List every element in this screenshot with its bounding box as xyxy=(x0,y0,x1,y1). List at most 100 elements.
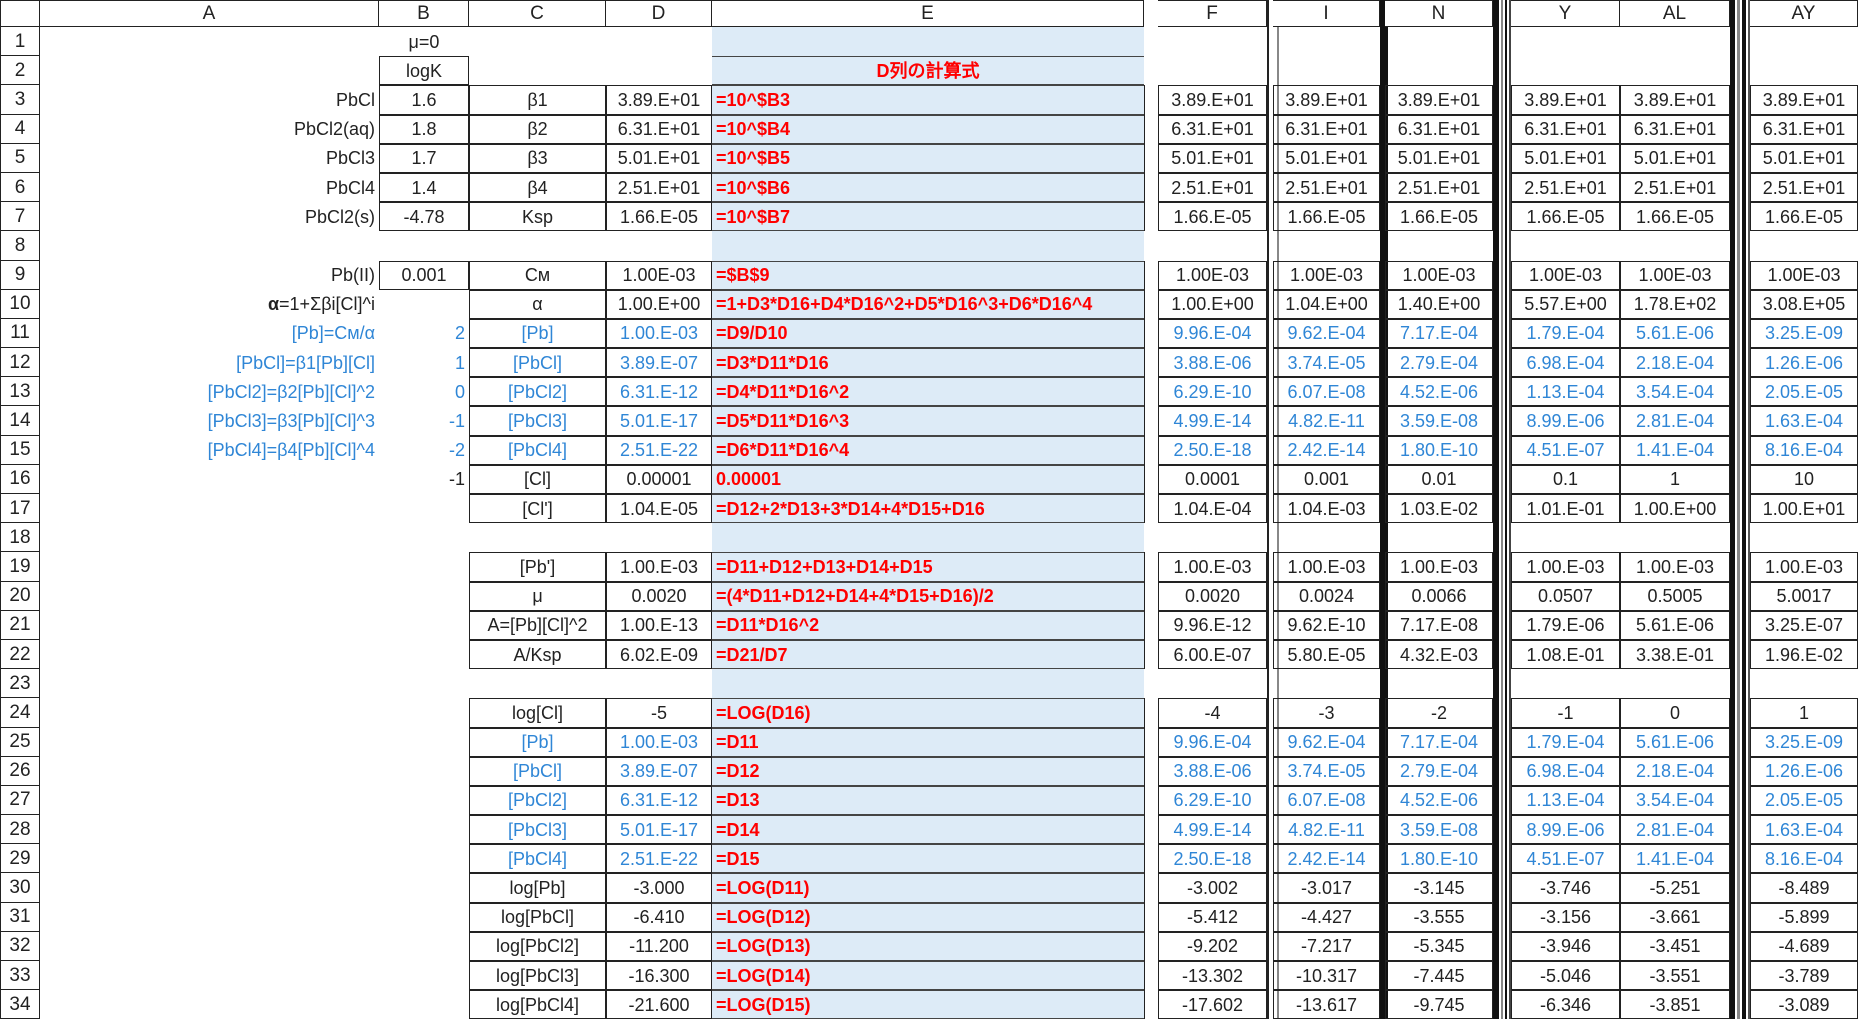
row-header-19[interactable]: 19 xyxy=(0,552,40,582)
cell-AY9[interactable]: 1.00E-03 xyxy=(1750,260,1858,290)
row-header-8[interactable]: 8 xyxy=(0,231,40,261)
cell-F15[interactable]: 2.50.E-18 xyxy=(1158,435,1267,465)
cell-N20[interactable]: 0.0066 xyxy=(1385,581,1493,611)
cell-AL22[interactable]: 3.38.E-01 xyxy=(1620,639,1730,670)
cell-N11[interactable]: 7.17.E-04 xyxy=(1385,318,1493,349)
cell-C14[interactable]: [PbCl3] xyxy=(469,406,606,436)
cell-AY27[interactable]: 2.05.E-05 xyxy=(1750,785,1858,816)
cell-A6[interactable]: PbCl4 xyxy=(325,177,375,198)
cell-E7[interactable]: =10^$B7 xyxy=(712,202,1144,232)
cell-F21[interactable]: 9.96.E-12 xyxy=(1158,610,1267,640)
hidden-columns-divider[interactable] xyxy=(1380,0,1388,27)
cell-B5[interactable]: 1.7 xyxy=(379,143,469,173)
cell-I1[interactable] xyxy=(1273,27,1380,56)
cell-I12[interactable]: 3.74.E-05 xyxy=(1273,348,1380,378)
hidden-columns-divider[interactable] xyxy=(1380,844,1388,874)
cell-C26[interactable]: [PbCl] xyxy=(469,756,606,786)
cell-AL4[interactable]: 6.31.E+01 xyxy=(1620,114,1730,144)
hidden-columns-divider[interactable] xyxy=(1493,348,1511,378)
cell-AL27[interactable]: 3.54.E-04 xyxy=(1620,785,1730,816)
hidden-columns-divider[interactable] xyxy=(1730,85,1750,115)
cell-I9[interactable]: 1.00E-03 xyxy=(1273,260,1380,290)
cell-A27[interactable] xyxy=(40,786,379,815)
cell-D33[interactable]: -16.300 xyxy=(606,961,712,991)
hidden-columns-divider[interactable] xyxy=(1380,27,1388,57)
cell-AL10[interactable]: 1.78.E+02 xyxy=(1620,289,1730,319)
cell-N26[interactable]: 2.79.E-04 xyxy=(1385,756,1493,786)
cell-N2[interactable] xyxy=(1385,56,1493,85)
cell-AY10[interactable]: 3.08.E+05 xyxy=(1750,289,1858,319)
hidden-columns-divider[interactable] xyxy=(1493,27,1511,57)
cell-C2[interactable] xyxy=(469,56,606,85)
cell-A19[interactable] xyxy=(40,552,379,581)
cell-Y33[interactable]: -5.046 xyxy=(1511,961,1620,991)
cell-E6[interactable]: =10^$B6 xyxy=(712,172,1144,203)
cell-A12[interactable]: [PbCl]=β1[Pb][Cl] xyxy=(236,352,375,373)
cell-Y29[interactable]: 4.51.E-07 xyxy=(1511,844,1620,874)
hidden-columns-divider[interactable] xyxy=(1267,727,1279,757)
cell-C10[interactable]: α xyxy=(469,289,606,319)
cell-AY3[interactable]: 3.89.E+01 xyxy=(1750,85,1858,115)
cell-AY14[interactable]: 1.63.E-04 xyxy=(1750,406,1858,436)
hidden-columns-divider[interactable] xyxy=(1267,815,1279,845)
cell-A33[interactable] xyxy=(40,961,379,990)
cell-AL20[interactable]: 0.5005 xyxy=(1620,581,1730,611)
hidden-columns-divider[interactable] xyxy=(1730,961,1750,991)
row-header-9[interactable]: 9 xyxy=(0,260,40,290)
hidden-columns-divider[interactable] xyxy=(1493,56,1511,86)
cell-E3[interactable]: =10^$B3 xyxy=(712,85,1144,115)
cell-A11[interactable]: [Pb]=Cм/α xyxy=(291,323,375,344)
row-header-31[interactable]: 31 xyxy=(0,902,40,932)
cell-E18[interactable] xyxy=(712,523,1144,553)
hidden-columns-divider[interactable] xyxy=(1380,961,1388,991)
hidden-columns-divider[interactable] xyxy=(1730,523,1750,553)
hidden-columns-divider[interactable] xyxy=(1730,639,1750,670)
cell-AL3[interactable]: 3.89.E+01 xyxy=(1620,85,1730,115)
hidden-columns-divider[interactable] xyxy=(1267,377,1279,407)
hidden-columns-divider[interactable] xyxy=(1493,231,1511,261)
hidden-columns-divider[interactable] xyxy=(1493,494,1511,524)
cell-AY7[interactable]: 1.66.E-05 xyxy=(1750,202,1858,232)
cell-AY19[interactable]: 1.00.E-03 xyxy=(1750,552,1858,582)
cell-AY25[interactable]: 3.25.E-09 xyxy=(1750,727,1858,757)
hidden-columns-divider[interactable] xyxy=(1493,318,1511,349)
cell-C33[interactable]: log[PbCl3] xyxy=(469,961,606,991)
cell-F29[interactable]: 2.50.E-18 xyxy=(1158,844,1267,874)
cell-AY23[interactable] xyxy=(1750,669,1858,698)
hidden-columns-divider[interactable] xyxy=(1267,318,1279,349)
hidden-columns-divider[interactable] xyxy=(1493,727,1511,757)
cell-D23[interactable] xyxy=(606,669,712,698)
cell-B15[interactable]: -2 xyxy=(448,440,465,461)
hidden-columns-divider[interactable] xyxy=(1730,990,1750,1020)
cell-C25[interactable]: [Pb] xyxy=(469,727,606,757)
cell-F13[interactable]: 6.29.E-10 xyxy=(1158,377,1267,407)
hidden-columns-divider[interactable] xyxy=(1380,552,1388,582)
cell-Y11[interactable]: 1.79.E-04 xyxy=(1511,318,1620,349)
hidden-columns-divider[interactable] xyxy=(1267,172,1279,203)
cell-A31[interactable] xyxy=(40,903,379,932)
cell-B17[interactable] xyxy=(379,494,469,523)
cell-A21[interactable] xyxy=(40,611,379,640)
row-header-33[interactable]: 33 xyxy=(0,961,40,991)
cell-B34[interactable] xyxy=(379,990,469,1019)
hidden-columns-divider[interactable] xyxy=(1730,56,1750,86)
hidden-columns-divider[interactable] xyxy=(1267,406,1279,436)
hidden-columns-divider[interactable] xyxy=(1730,931,1750,961)
hidden-columns-divider[interactable] xyxy=(1267,552,1279,582)
row-header-3[interactable]: 3 xyxy=(0,85,40,115)
hidden-columns-divider[interactable] xyxy=(1380,756,1388,786)
cell-N14[interactable]: 3.59.E-08 xyxy=(1385,406,1493,436)
row-header-12[interactable]: 12 xyxy=(0,348,40,378)
cell-N8[interactable] xyxy=(1385,231,1493,260)
column-header-D[interactable]: D xyxy=(606,0,712,27)
hidden-columns-divider[interactable] xyxy=(1493,756,1511,786)
hidden-columns-divider[interactable] xyxy=(1380,202,1388,232)
cell-N25[interactable]: 7.17.E-04 xyxy=(1385,727,1493,757)
hidden-columns-divider[interactable] xyxy=(1493,114,1511,144)
cell-B6[interactable]: 1.4 xyxy=(379,172,469,203)
hidden-columns-divider[interactable] xyxy=(1380,85,1388,115)
cell-N16[interactable]: 0.01 xyxy=(1385,464,1493,494)
cell-C24[interactable]: log[Cl] xyxy=(469,698,606,728)
hidden-columns-divider[interactable] xyxy=(1267,961,1279,991)
cell-D29[interactable]: 2.51.E-22 xyxy=(606,844,712,874)
